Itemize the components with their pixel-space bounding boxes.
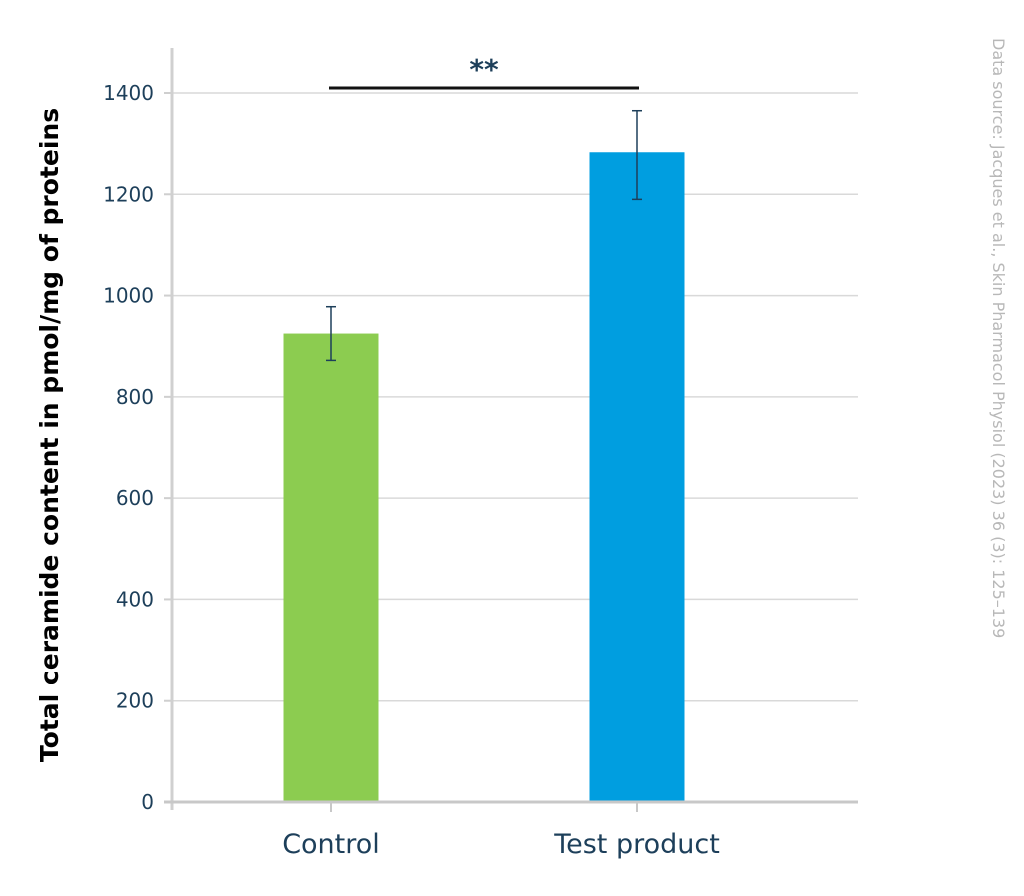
bar-control: [283, 333, 379, 802]
axes: 0 200 400 600 800 1000 1200 1400 Control Test pro…: [103, 48, 858, 860]
y-tick-label: 1000: [103, 284, 154, 308]
y-tick-label: 600: [116, 486, 154, 510]
gridlines: [172, 92, 858, 702]
y-tick-label: 1200: [103, 182, 154, 206]
y-tick-label: 800: [116, 385, 154, 409]
significance-bracket: **: [329, 53, 639, 90]
y-tick-label: 1400: [103, 81, 154, 105]
error-bars: [326, 109, 642, 362]
bars: [283, 152, 685, 802]
y-tick-label: 0: [141, 790, 154, 814]
y-tick-label: 200: [116, 689, 154, 713]
y-axis-label: Total ceramide content in pmol/mg of pro…: [35, 108, 64, 762]
significance-label: **: [469, 53, 499, 86]
bar-test-product: [589, 152, 685, 802]
x-tick-label: Test product: [553, 829, 720, 860]
data-source-note: Data source: Jacques et al., Skin Pharma…: [989, 38, 1008, 638]
y-tick-label: 400: [116, 587, 154, 611]
x-tick-label: Control: [282, 829, 380, 860]
